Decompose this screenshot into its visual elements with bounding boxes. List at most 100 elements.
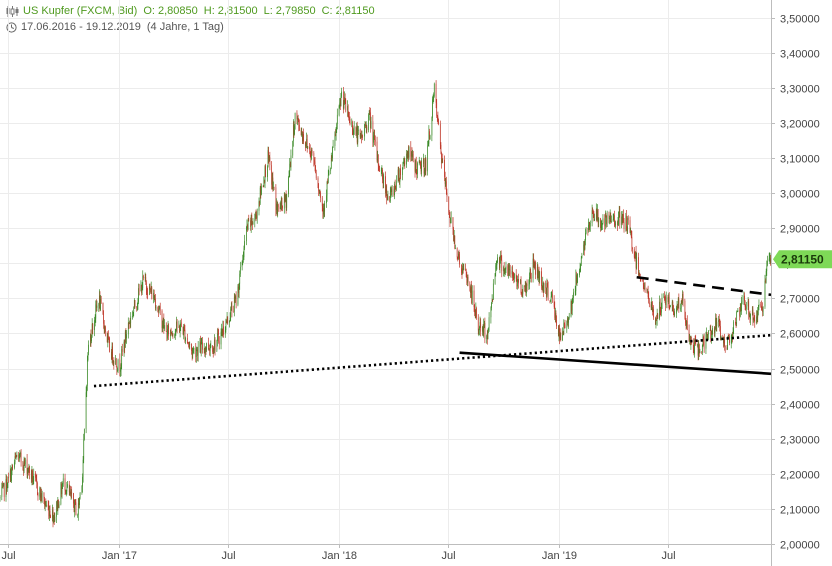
candle [81,485,83,495]
candle [669,305,671,310]
candle [318,183,319,196]
candle [271,161,273,190]
candle [667,294,669,309]
trendline-dotted [93,333,772,388]
candle [120,367,121,377]
candle [326,189,327,208]
candle [3,482,5,502]
candle [355,126,357,136]
candle [745,304,747,311]
candle [467,274,469,287]
candle [572,294,574,304]
candle [762,306,764,317]
candle [558,325,559,337]
candle [402,167,403,181]
x-tick-label: Jan '17 [102,550,137,562]
candle [209,343,211,357]
candle [335,129,336,137]
candle [74,499,76,506]
candle [648,291,650,304]
candle [592,207,594,214]
candle [709,325,711,332]
candle [218,329,220,344]
candle [444,171,446,190]
candle [58,499,59,508]
candle [14,452,16,465]
candle [708,330,709,341]
candle [758,304,759,316]
candle [655,318,657,329]
candle [328,165,330,176]
candle [36,473,38,489]
candle [743,291,745,305]
candle [521,291,522,297]
candle [331,155,333,162]
candle [167,320,169,335]
candle [256,208,258,224]
candle [697,339,699,361]
candle [53,514,54,524]
candle [332,146,333,162]
candle [6,482,8,492]
candle [164,319,165,331]
candle [642,279,644,282]
candle [221,328,223,337]
candle [252,218,254,225]
candle [91,334,92,344]
candle [117,368,118,372]
candle [124,329,126,349]
candle [126,330,127,344]
candle [533,253,535,268]
candle [223,320,224,338]
candle [486,330,488,345]
candle [769,252,771,264]
candle [368,110,370,121]
candle [49,505,50,522]
candle [324,200,326,218]
candle [538,266,540,286]
candle [553,295,555,309]
candle [390,185,392,198]
candle [661,293,663,309]
candle [729,333,730,346]
candle [24,457,26,467]
candle [547,279,548,288]
x-tick-label: Jan '18 [322,550,357,562]
candle [294,123,295,136]
candle [671,299,673,312]
candle [651,301,653,316]
candle [54,512,56,523]
candle [503,261,505,275]
candle [359,128,361,139]
candle [406,150,408,159]
candle [564,319,566,329]
candle [141,282,143,295]
candle [716,317,718,332]
candle [20,451,21,457]
candle [621,213,623,226]
candle [321,195,323,212]
y-tick-label: 3,00000 [780,189,820,201]
candle [242,251,244,263]
candle [32,469,33,486]
candle [399,177,400,185]
candle [235,291,237,309]
candle [39,486,41,500]
candle [268,146,269,164]
candle [40,486,41,502]
candle [647,285,649,300]
candle [170,327,172,337]
candle [412,149,413,161]
candle [256,211,257,220]
candle [574,285,576,296]
candle [167,324,168,341]
candle [188,341,190,349]
candle [130,312,132,328]
candle [701,351,703,355]
candle [108,330,109,340]
candle [132,310,133,320]
candle [18,451,20,462]
candle [445,176,447,195]
candle [589,220,591,232]
